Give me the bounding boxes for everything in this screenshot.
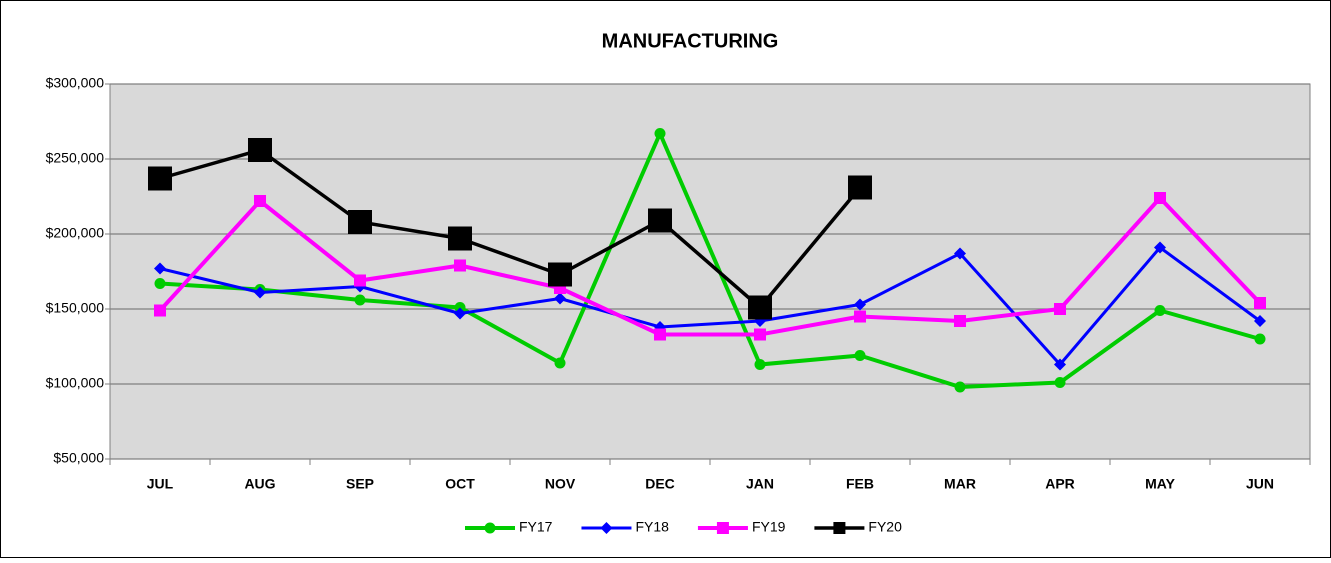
legend-label: FY17 <box>519 519 553 535</box>
y-tick-label: $150,000 <box>46 300 105 316</box>
legend-marker <box>833 522 846 534</box>
marker <box>254 286 266 299</box>
marker <box>1154 241 1166 254</box>
x-tick-label: MAY <box>1145 476 1175 492</box>
series-line <box>158 196 1262 337</box>
x-tick-label: JAN <box>746 476 774 492</box>
legend-label: FY19 <box>752 519 786 535</box>
marker <box>348 210 372 234</box>
series-line <box>159 148 862 310</box>
legend-label: FY18 <box>635 519 669 535</box>
marker <box>154 278 166 289</box>
x-tick-label: FEB <box>846 476 874 492</box>
marker <box>1054 303 1066 315</box>
series-line <box>159 246 1261 366</box>
marker <box>954 247 966 260</box>
marker <box>154 262 166 275</box>
marker <box>454 307 466 320</box>
marker <box>548 262 572 287</box>
y-tick-label: $50,000 <box>53 450 104 466</box>
x-tick-label: OCT <box>445 476 475 492</box>
marker <box>1154 192 1166 204</box>
series-line <box>159 131 1261 389</box>
marker <box>1254 297 1266 309</box>
legend-marker <box>716 522 729 534</box>
x-tick-label: JUL <box>147 476 174 492</box>
x-tick-label: AUG <box>244 476 275 492</box>
x-tick-label: DEC <box>645 476 675 492</box>
y-tick-label: $200,000 <box>46 225 105 241</box>
x-tick-label: JUN <box>1246 476 1274 492</box>
x-tick-label: MAR <box>944 476 976 492</box>
x-tick-label: SEP <box>346 476 374 492</box>
y-tick-label: $300,000 <box>46 75 105 91</box>
marker <box>554 292 566 305</box>
marker <box>654 128 666 139</box>
marker <box>954 381 966 393</box>
marker <box>854 350 866 361</box>
marker <box>1254 333 1266 345</box>
chart-title: MANUFACTURING <box>602 30 779 52</box>
marker <box>654 328 666 341</box>
y-tick-label: $250,000 <box>46 150 105 166</box>
x-tick-label: APR <box>1045 476 1075 492</box>
marker <box>1054 377 1066 388</box>
legend-marker <box>484 522 496 534</box>
marker <box>1154 305 1166 316</box>
marker <box>648 208 672 233</box>
marker <box>354 294 366 306</box>
marker <box>748 295 772 320</box>
marker <box>954 315 966 327</box>
y-tick-label: $100,000 <box>46 375 105 391</box>
marker <box>854 298 866 311</box>
marker <box>848 175 872 200</box>
marker <box>754 359 766 370</box>
legend-label: FY20 <box>868 519 902 535</box>
x-tick-label: NOV <box>545 476 576 492</box>
plot-area <box>109 83 1311 460</box>
marker <box>254 195 266 207</box>
marker <box>1054 358 1066 371</box>
marker <box>148 166 172 191</box>
marker <box>1254 315 1266 327</box>
marker <box>248 138 272 162</box>
marker <box>754 328 766 341</box>
marker <box>554 357 566 369</box>
marker <box>454 259 466 272</box>
legend-marker <box>600 522 613 534</box>
marker <box>448 226 472 251</box>
marker <box>854 310 866 323</box>
marker <box>354 274 366 287</box>
marker <box>154 304 166 317</box>
